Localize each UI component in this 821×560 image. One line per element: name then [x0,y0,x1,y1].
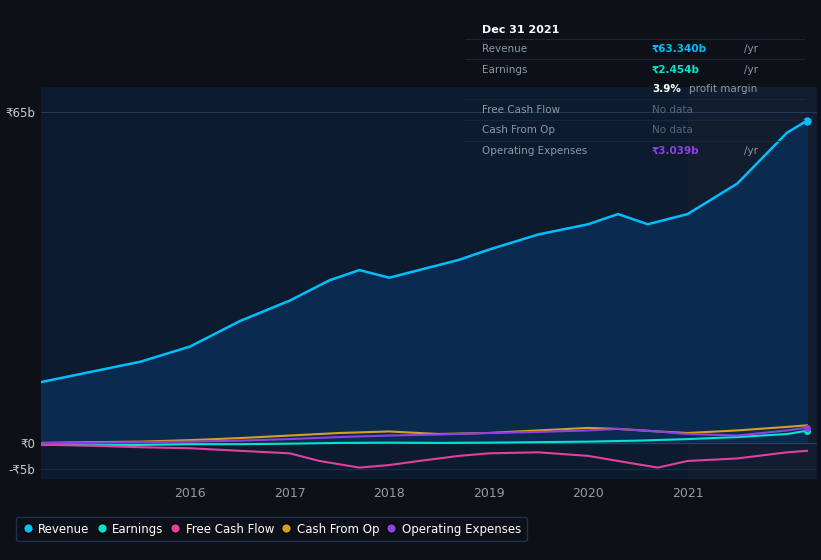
Text: No data: No data [652,105,693,115]
Text: No data: No data [652,125,693,136]
Text: /yr: /yr [744,65,758,75]
Legend: Revenue, Earnings, Free Cash Flow, Cash From Op, Operating Expenses: Revenue, Earnings, Free Cash Flow, Cash … [16,517,527,542]
Text: Dec 31 2021: Dec 31 2021 [482,25,559,35]
Text: Operating Expenses: Operating Expenses [482,146,587,156]
Bar [687,87,817,479]
Text: profit margin: profit margin [690,84,758,94]
Text: ₹2.454b: ₹2.454b [652,65,700,75]
Text: Earnings: Earnings [482,65,528,75]
Text: Free Cash Flow: Free Cash Flow [482,105,560,115]
Text: Revenue: Revenue [482,44,527,54]
Text: 3.9%: 3.9% [652,84,681,94]
Text: /yr: /yr [744,44,758,54]
Text: /yr: /yr [744,146,758,156]
Text: ₹3.039b: ₹3.039b [652,146,699,156]
Text: ₹63.340b: ₹63.340b [652,44,707,54]
Text: Cash From Op: Cash From Op [482,125,555,136]
